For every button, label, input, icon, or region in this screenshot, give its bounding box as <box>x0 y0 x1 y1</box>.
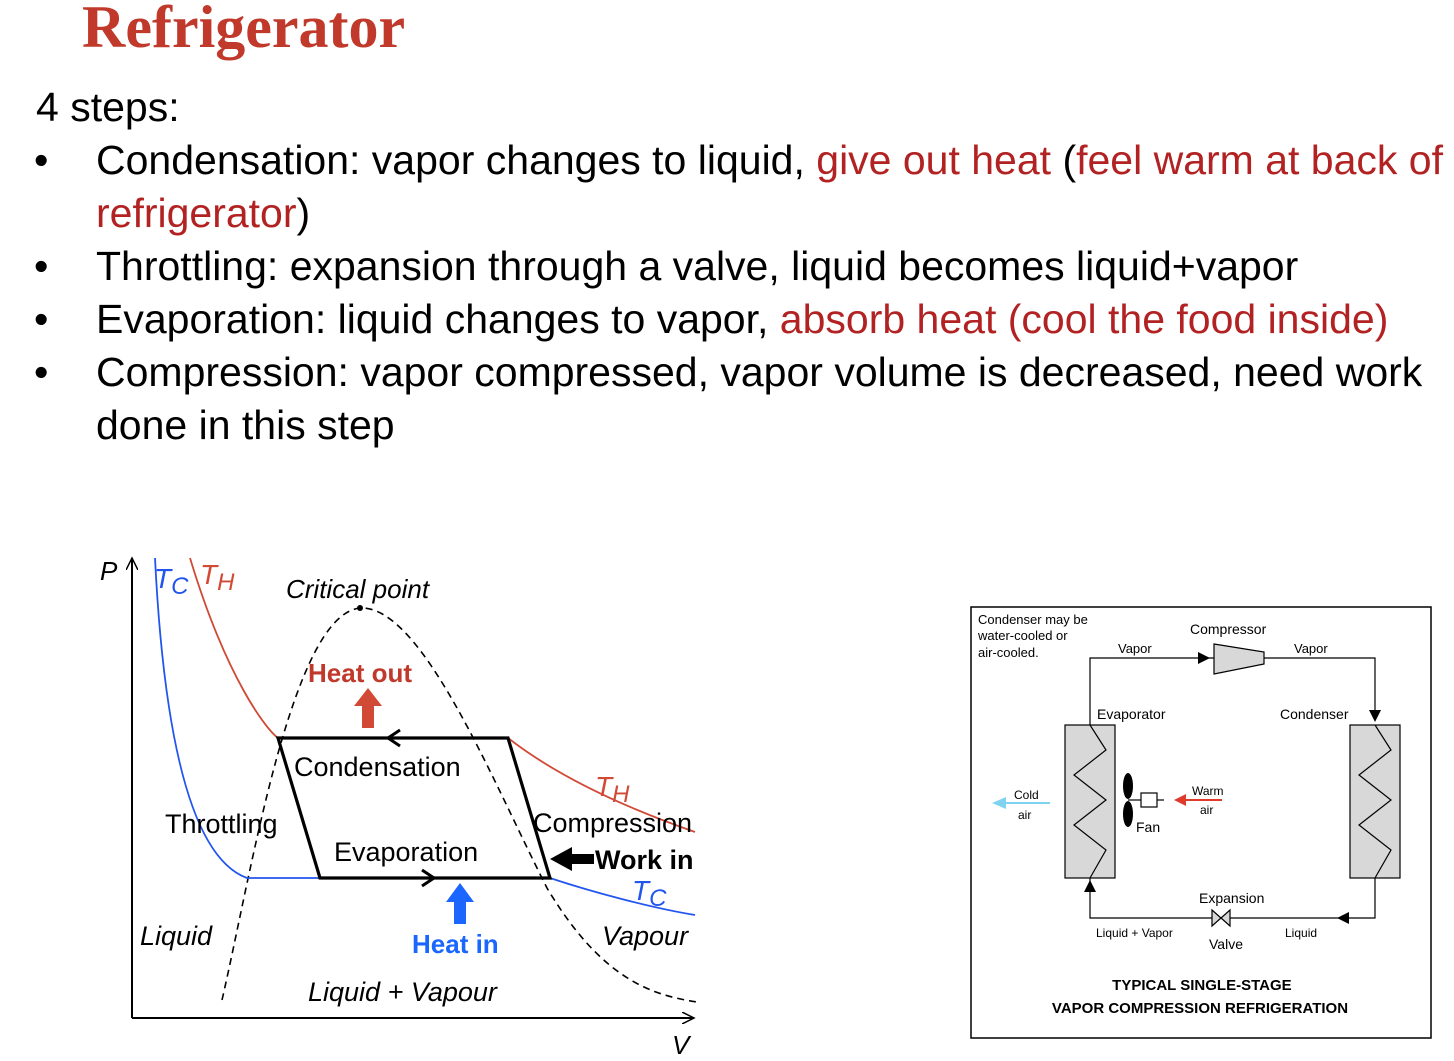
refrigeration-cycle <box>275 736 553 880</box>
step-text: Condensation: vapor changes to liquid, <box>96 137 817 183</box>
tc-label-top: TC <box>154 563 189 600</box>
compression-label: Compression <box>533 808 692 838</box>
v-axis-label: V <box>672 1030 692 1060</box>
evaporator-label: Evaporator <box>1097 706 1166 722</box>
flow-arrow-evaporator <box>1084 880 1096 892</box>
expansion-valve-symbol-right <box>1220 908 1231 928</box>
heat-out-label: Heat out <box>308 658 412 688</box>
condenser-zigzag <box>1358 724 1392 879</box>
heat-out-arrow-shaft <box>362 704 374 728</box>
heat-in-arrow-head <box>446 883 474 902</box>
liquid-region-label: Liquid <box>140 921 213 951</box>
liquid-vapour-region-label: Liquid + Vapour <box>308 977 498 1007</box>
th-label-top: TH <box>200 559 235 596</box>
step-text: ( <box>1051 137 1077 183</box>
vapor-left-label: Vapor <box>1118 641 1152 656</box>
pipe-loop <box>1089 657 1214 725</box>
condenser-label: Condenser <box>1280 706 1349 722</box>
critical-point-label: Critical point <box>286 574 431 604</box>
fan-label: Fan <box>1136 819 1160 835</box>
heat-out-arrow-head <box>354 688 382 706</box>
condensation-direction-arrow <box>385 728 401 748</box>
p-axis-label: P <box>100 556 118 586</box>
fan-blade-top <box>1123 773 1133 799</box>
work-in-label: Work in <box>595 845 694 875</box>
heat-in-arrow-shaft <box>454 900 466 924</box>
pipe-to-condenser <box>1264 657 1376 710</box>
step-highlight-text: feel warm at back of refrigerator <box>96 137 1443 236</box>
pv-diagram: P V Critical point TC TH TH TC Heat out … <box>100 556 698 1060</box>
flow-arrow-vapor <box>1198 652 1210 664</box>
step-text: Throttling: expansion through a valve, l… <box>96 243 1299 289</box>
vapor-right-label: Vapor <box>1294 641 1328 656</box>
intro-text: 4 steps: <box>36 84 180 130</box>
critical-point-marker <box>357 605 363 611</box>
condenser-coil <box>1349 724 1401 879</box>
pipe-liquid <box>1230 878 1376 919</box>
bullet-marker: • <box>34 243 49 289</box>
step-item: • Condensation: vapor changes to liquid, … <box>0 134 1454 240</box>
bullet-marker: • <box>34 137 49 183</box>
step-highlight-text: absorb heat (cool the food inside) <box>779 296 1389 342</box>
fan-motor <box>1140 792 1158 808</box>
th-label-right: TH <box>595 771 630 808</box>
evaporator-zigzag <box>1073 724 1107 879</box>
fan-blade-bottom <box>1123 801 1133 827</box>
saturation-dome <box>221 607 698 1003</box>
heat-in-label: Heat in <box>412 929 499 959</box>
flow-arrow-condenser <box>1369 710 1381 722</box>
work-in-arrow <box>550 847 594 871</box>
step-item: • Compression: vapor compressed, vapor vo… <box>0 346 1454 452</box>
step-item: • Evaporation: liquid changes to vapor, a… <box>0 293 1454 346</box>
compressor-symbol <box>1213 643 1265 675</box>
vapour-region-label: Vapour <box>602 921 689 951</box>
schematic-caption: TYPICAL SINGLE-STAGE VAPOR COMPRESSION R… <box>1052 977 1348 1017</box>
step-text: ) <box>296 190 311 236</box>
expansion-valve-symbol <box>1211 908 1222 928</box>
cold-air-arrow-head <box>992 797 1006 809</box>
bullet-marker: • <box>34 296 49 342</box>
slide-title: Refrigerator <box>82 0 406 60</box>
step-highlight-text: give out heat <box>816 137 1052 183</box>
evaporator-coil <box>1064 724 1116 879</box>
expansion-label: Expansion <box>1199 890 1264 906</box>
step-text: Compression: vapor compressed, vapor vol… <box>96 349 1423 448</box>
bullet-marker: • <box>34 349 49 395</box>
step-item: • Throttling: expansion through a valve, … <box>0 240 1454 293</box>
step-list: • Condensation: vapor changes to liquid, … <box>0 134 1454 452</box>
compressor-label: Compressor <box>1190 621 1267 637</box>
valve-label: Valve <box>1209 936 1243 952</box>
flow-arrow-liquid <box>1337 912 1349 924</box>
step-text: Evaporation: liquid changes to vapor, <box>96 296 780 342</box>
evaporation-direction-arrow <box>421 868 437 888</box>
evaporation-label: Evaporation <box>334 837 478 867</box>
liquid-label: Liquid <box>1285 926 1317 940</box>
condenser-note: Condenser may be water-cooled or air-coo… <box>977 612 1091 660</box>
liquid-vapor-label: Liquid + Vapor <box>1096 926 1173 940</box>
condensation-label: Condensation <box>294 752 461 782</box>
cold-air-label: Cold air <box>1014 788 1042 822</box>
warm-air-arrow-head <box>1174 794 1186 806</box>
tc-label-right: TC <box>632 875 667 912</box>
refrigeration-schematic: Condenser may be water-cooled or air-coo… <box>970 606 1432 1039</box>
tc-isotherm <box>154 557 696 916</box>
warm-air-label: Warm air <box>1192 784 1227 817</box>
throttling-label: Throttling <box>165 809 278 839</box>
